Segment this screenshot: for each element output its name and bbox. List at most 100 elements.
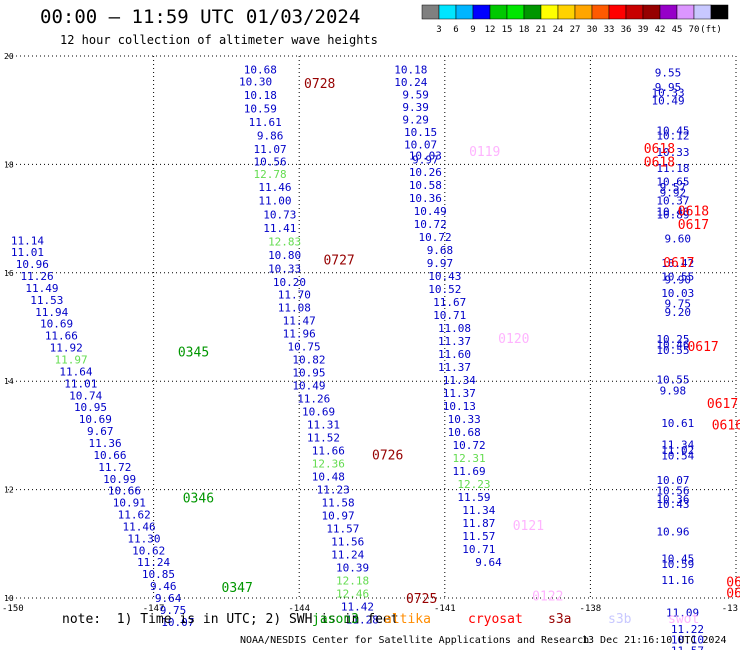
wave-height-point: 11.02	[661, 444, 694, 457]
wave-height-point: 9.46	[150, 580, 177, 593]
y-tick-label: 14	[4, 377, 14, 386]
wave-height-point: 10.52	[428, 283, 461, 296]
wave-height-point: 11.23	[317, 484, 350, 497]
wave-height-point: 10.03	[661, 287, 694, 300]
wave-height-point: 9.29	[402, 113, 429, 126]
wave-height-point: 10.97	[321, 510, 354, 523]
wave-height-point: 10.45	[656, 124, 689, 137]
wave-height-point: 10.13	[443, 400, 476, 413]
wave-height-point: 9.68	[427, 244, 454, 257]
wave-height-point: 9.64	[155, 592, 182, 605]
wave-height-point: 10.66	[108, 485, 141, 498]
wave-height-point: 9.98	[660, 384, 687, 397]
wave-height-point: 10.72	[453, 439, 486, 452]
colorbar-label: 36	[621, 25, 632, 35]
wave-height-point: 11.07	[254, 143, 287, 156]
wave-height-point: 10.73	[263, 208, 296, 221]
colorbar-label: 45	[672, 25, 683, 35]
wave-height-point: 10.69	[79, 413, 112, 426]
colorbar-label: 27	[570, 25, 581, 35]
wave-height-point: 10.85	[142, 568, 175, 581]
wave-height-point: 10.33	[656, 146, 689, 159]
wave-height-point: 10.89	[656, 208, 689, 221]
legend-item-s3a: s3a	[548, 612, 572, 627]
wave-height-point: 9.60	[665, 233, 692, 246]
track-time-label: 0618	[678, 204, 709, 219]
wave-height-point: 11.96	[283, 328, 316, 341]
wave-height-point: 11.92	[50, 342, 83, 355]
wave-height-point: 9.55	[655, 66, 682, 79]
wave-height-point: 11.97	[55, 354, 88, 367]
wave-height-point: 11.66	[312, 445, 345, 458]
track-time-label: 0617	[663, 256, 694, 271]
wave-height-point: 10.68	[244, 64, 277, 77]
wave-height-point: 11.08	[438, 322, 471, 335]
wave-height-point: 12.83	[268, 235, 301, 248]
track-time-label: 0122	[532, 589, 563, 604]
track-time-label: 0726	[372, 448, 403, 463]
wave-height-point: 10.03	[409, 150, 442, 163]
wave-height-point: 11.52	[307, 432, 340, 445]
x-tick-label: -147	[143, 604, 165, 614]
track-time-label: 0618	[644, 142, 675, 157]
wave-height-point: 9.20	[665, 306, 692, 319]
wave-height-point: 10.07	[161, 616, 194, 629]
wave-height-point: 10.54	[661, 449, 694, 462]
wave-height-point: 10.95	[74, 401, 107, 414]
wave-height-point: 11.26	[21, 270, 54, 283]
wave-height-point: 11.22	[671, 623, 704, 636]
colorbar-label: 6	[453, 25, 458, 35]
x-tick-label: -144	[288, 604, 310, 614]
wave-height-point: 10.91	[113, 497, 146, 510]
wave-height-point: 11.47	[283, 314, 316, 327]
colorbar-label: 9	[470, 25, 475, 35]
wave-height-point: 10.55	[656, 374, 689, 387]
wave-height-point: 10.33	[448, 413, 481, 426]
wave-height-point: 10.75	[287, 341, 320, 354]
wave-height-point: 10.58	[409, 179, 442, 192]
wave-height-point: 10.59	[244, 103, 277, 116]
wave-height-point: 11.37	[443, 387, 476, 400]
wave-height-point: 9.97	[427, 257, 454, 270]
y-tick-label: 12	[4, 486, 14, 495]
track-time-label: 0347	[222, 581, 253, 596]
wave-height-point: 11.57	[462, 530, 495, 543]
wave-height-point: 11.59	[457, 491, 490, 504]
track-time-label: 0345	[178, 345, 209, 360]
wave-height-point: 11.28	[346, 614, 379, 627]
wave-height-point: 11.66	[45, 330, 78, 343]
y-tick-label: 20	[4, 52, 14, 61]
x-tick-label: -13	[722, 604, 738, 614]
wave-height-point: 11.46	[122, 520, 155, 533]
wave-height-point: 11.00	[258, 195, 291, 208]
track-time-label: 0728	[304, 77, 335, 92]
colorbar-label: 33	[604, 25, 615, 35]
track-time-label: 0616	[712, 419, 740, 434]
wave-height-point: 12.78	[254, 168, 287, 181]
wave-height-point: 10.46	[656, 338, 689, 351]
track-time-label: 0120	[498, 332, 529, 347]
y-tick-label: 10	[4, 594, 14, 603]
legend-item-jason3: jason3	[312, 612, 359, 627]
wave-height-point: 10.72	[419, 231, 452, 244]
footer-credit: NOAA/NESDIS Center for Satellite Applica…	[240, 635, 590, 646]
wave-height-point: 11.18	[656, 162, 689, 175]
wave-height-point: 12.36	[312, 458, 345, 471]
wave-height-point: 10.55	[661, 271, 694, 284]
track-time-label: 0346	[183, 492, 214, 507]
note-text: note: 1) Time is in UTC; 2) SWH is in fe…	[62, 612, 399, 627]
wave-height-point: 11.64	[59, 365, 92, 378]
wave-height-point: 10.62	[132, 544, 165, 557]
wave-height-point: 10.40	[656, 206, 689, 219]
track-time-label: 0618	[644, 156, 675, 171]
wave-height-point: 11.56	[331, 536, 364, 549]
wave-height-point: 10.26	[409, 166, 442, 179]
wave-height-point: 12.46	[336, 588, 369, 601]
wave-height-point: 11.60	[438, 348, 471, 361]
wave-height-point: 10.30	[239, 75, 272, 88]
wave-height-point: 10.69	[302, 406, 335, 419]
wave-height-point: 11.42	[341, 601, 374, 614]
wave-height-point: 11.08	[278, 301, 311, 314]
colorbar-label: 42	[655, 25, 666, 35]
legend-item-altika: altika	[384, 612, 431, 627]
